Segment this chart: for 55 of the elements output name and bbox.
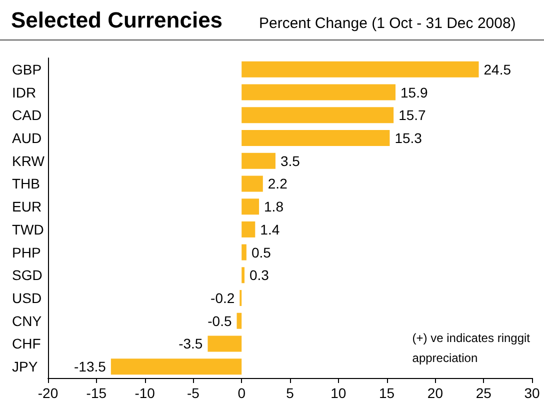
y-tick-label: TWD xyxy=(12,221,44,238)
y-tick-label: IDR xyxy=(12,84,36,100)
data-label: 3.5 xyxy=(280,152,300,169)
data-label: 15.7 xyxy=(398,107,426,124)
bar xyxy=(242,176,263,192)
data-label: 15.9 xyxy=(400,84,428,100)
x-tick-label: -5 xyxy=(186,385,200,400)
data-label: 0.5 xyxy=(251,244,272,260)
x-tick-label: -20 xyxy=(38,385,58,400)
y-tick-label: CNY xyxy=(12,312,42,329)
bar xyxy=(236,312,242,329)
y-tick-label: GBP xyxy=(12,61,42,78)
bar xyxy=(242,152,276,169)
data-label: -0.5 xyxy=(208,312,232,329)
y-tick-label: CHF xyxy=(12,336,41,352)
x-tick-label: 30 xyxy=(524,385,540,400)
y-tick-label: PHP xyxy=(12,244,41,260)
data-label: 1.8 xyxy=(264,198,284,215)
x-tick-label: 5 xyxy=(286,385,294,400)
chart-subtitle: Percent Change (1 Oct - 31 Dec 2008) xyxy=(259,15,516,32)
data-label: 1.4 xyxy=(260,221,280,238)
x-tick-label: 10 xyxy=(330,385,346,400)
bar xyxy=(242,221,256,238)
y-tick-label: THB xyxy=(12,176,40,192)
y-tick-label: JPY xyxy=(12,358,38,375)
data-label: -0.2 xyxy=(210,290,235,306)
x-tick-label: 20 xyxy=(427,385,444,400)
data-label: 15.3 xyxy=(394,130,422,146)
data-label: 24.5 xyxy=(484,61,512,78)
data-label: 0.3 xyxy=(250,267,270,284)
bar xyxy=(242,267,245,284)
x-tick-label: -15 xyxy=(86,385,107,400)
x-tick-label: 0 xyxy=(238,385,246,400)
y-tick-label: CAD xyxy=(12,107,42,124)
y-tick-label: SGD xyxy=(12,267,42,284)
y-tick-label: EUR xyxy=(12,198,42,215)
bar xyxy=(242,84,396,100)
bar xyxy=(242,198,260,215)
x-tick-label: 25 xyxy=(476,385,492,400)
y-tick-label: AUD xyxy=(12,130,42,146)
bar xyxy=(242,61,479,78)
chart-title: Selected Currencies xyxy=(11,8,223,32)
data-label: 2.2 xyxy=(268,176,288,192)
data-label: -13.5 xyxy=(74,358,106,375)
bar xyxy=(242,130,390,146)
x-tick-label: 15 xyxy=(379,385,395,400)
x-tick-label: -10 xyxy=(134,385,156,400)
data-label: -3.5 xyxy=(178,336,203,352)
bar xyxy=(208,336,242,352)
y-tick-label: USD xyxy=(12,290,42,306)
y-tick-label: KRW xyxy=(12,152,46,169)
annotation: (+) ve indicates ringgit appreciation xyxy=(412,331,531,365)
bar xyxy=(242,244,246,260)
bar xyxy=(242,107,394,124)
bar xyxy=(110,358,242,375)
